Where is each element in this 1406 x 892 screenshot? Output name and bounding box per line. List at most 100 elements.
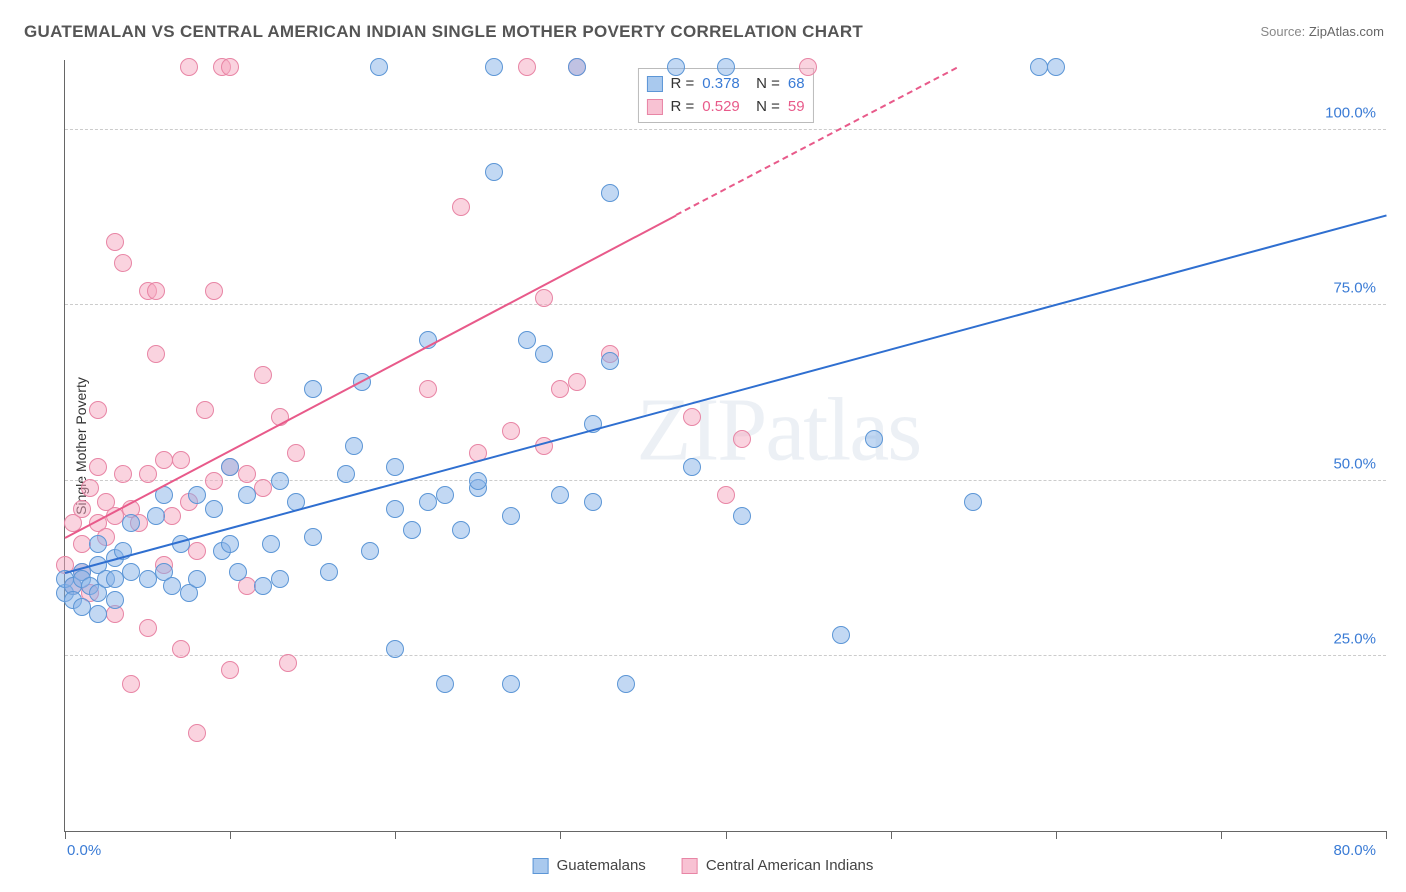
x-tick — [230, 831, 231, 839]
data-point — [106, 591, 124, 609]
data-point — [419, 380, 437, 398]
data-point — [361, 542, 379, 560]
data-point — [452, 521, 470, 539]
data-point — [617, 675, 635, 693]
data-point — [386, 640, 404, 658]
data-point — [73, 598, 91, 616]
data-point — [568, 58, 586, 76]
data-point — [89, 605, 107, 623]
data-point — [147, 507, 165, 525]
data-point — [535, 345, 553, 363]
data-point — [139, 465, 157, 483]
x-tick-label-end: 80.0% — [1333, 842, 1376, 859]
data-point — [122, 563, 140, 581]
data-point — [205, 500, 223, 518]
data-point — [287, 444, 305, 462]
data-point — [733, 507, 751, 525]
data-point — [733, 430, 751, 448]
stat-n-pink: 59 — [788, 96, 805, 119]
data-point — [386, 500, 404, 518]
data-point — [89, 458, 107, 476]
swatch-pink-icon — [646, 99, 662, 115]
data-point — [155, 451, 173, 469]
data-point — [238, 465, 256, 483]
data-point — [172, 451, 190, 469]
data-point — [262, 535, 280, 553]
data-point — [139, 619, 157, 637]
y-tick-label: 50.0% — [1333, 455, 1376, 472]
data-point — [122, 675, 140, 693]
data-point — [196, 401, 214, 419]
data-point — [584, 493, 602, 511]
data-point — [436, 486, 454, 504]
source-label: Source: — [1260, 24, 1308, 39]
legend-label: Central American Indians — [706, 857, 874, 874]
legend-item-guatemalans: Guatemalans — [533, 857, 646, 874]
trend-line — [65, 214, 1387, 573]
data-point — [163, 507, 181, 525]
data-point — [304, 528, 322, 546]
data-point — [114, 254, 132, 272]
data-point — [568, 373, 586, 391]
data-point — [1047, 58, 1065, 76]
data-point — [106, 570, 124, 588]
gridline — [65, 655, 1386, 656]
data-point — [683, 408, 701, 426]
data-point — [238, 486, 256, 504]
chart-area: ZIPatlas R = 0.378 N = 68 R = 0.529 N = … — [46, 60, 1386, 832]
data-point — [551, 486, 569, 504]
stat-r-label: R = — [670, 96, 694, 119]
data-point — [865, 430, 883, 448]
x-tick — [1386, 831, 1387, 839]
swatch-blue-icon — [646, 76, 662, 92]
data-point — [106, 233, 124, 251]
data-point — [320, 563, 338, 581]
stats-legend-box: R = 0.378 N = 68 R = 0.529 N = 59 — [637, 68, 813, 123]
data-point — [386, 458, 404, 476]
stat-n-blue: 68 — [788, 73, 805, 96]
data-point — [163, 577, 181, 595]
data-point — [964, 493, 982, 511]
data-point — [601, 352, 619, 370]
data-point — [172, 640, 190, 658]
data-point — [518, 331, 536, 349]
data-point — [221, 458, 239, 476]
legend-label: Guatemalans — [557, 857, 646, 874]
data-point — [502, 507, 520, 525]
stats-row-pink: R = 0.529 N = 59 — [646, 96, 804, 119]
legend-item-cai: Central American Indians — [682, 857, 874, 874]
data-point — [279, 654, 297, 672]
data-point — [122, 514, 140, 532]
data-point — [337, 465, 355, 483]
data-point — [502, 422, 520, 440]
data-point — [188, 486, 206, 504]
data-point — [485, 58, 503, 76]
chart-title: GUATEMALAN VS CENTRAL AMERICAN INDIAN SI… — [24, 22, 863, 42]
data-point — [502, 675, 520, 693]
data-point — [205, 282, 223, 300]
data-point — [601, 184, 619, 202]
data-point — [403, 521, 421, 539]
data-point — [717, 58, 735, 76]
stat-r-label: R = — [670, 73, 694, 96]
x-tick — [560, 831, 561, 839]
data-point — [221, 58, 239, 76]
y-tick-label: 100.0% — [1325, 105, 1376, 122]
data-point — [81, 479, 99, 497]
data-point — [254, 577, 272, 595]
y-tick-label: 25.0% — [1333, 630, 1376, 647]
data-point — [370, 58, 388, 76]
y-tick-label: 75.0% — [1333, 280, 1376, 297]
plot-region: ZIPatlas R = 0.378 N = 68 R = 0.529 N = … — [64, 60, 1386, 832]
stat-n-label: N = — [748, 73, 780, 96]
gridline — [65, 129, 1386, 130]
data-point — [73, 500, 91, 518]
x-tick — [891, 831, 892, 839]
data-point — [832, 626, 850, 644]
data-point — [485, 163, 503, 181]
data-point — [188, 724, 206, 742]
data-point — [551, 380, 569, 398]
data-point — [221, 535, 239, 553]
x-tick — [726, 831, 727, 839]
data-point — [683, 458, 701, 476]
